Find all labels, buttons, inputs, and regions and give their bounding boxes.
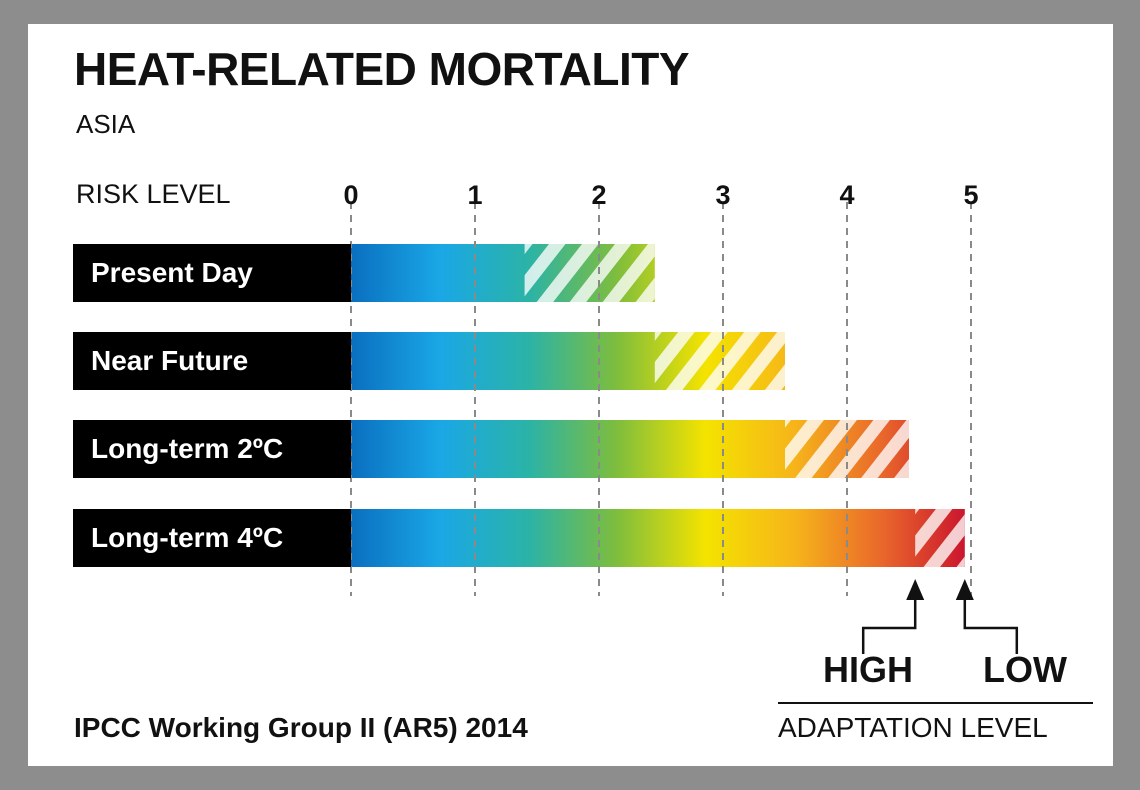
arrow-high-line [861,598,917,654]
x-axis-label: RISK LEVEL [76,179,231,209]
adaptation-hatch [915,509,965,567]
chart-title: HEAT-RELATED MORTALITY [74,43,690,95]
adaptation-low-label: LOW [983,649,1067,690]
row-label: Long-term 4ºC [73,509,351,567]
x-tick-label: 0 [343,180,358,210]
adaptation-hatch [524,244,655,302]
row-label: Present Day [73,244,351,302]
arrow-high-icon [906,579,925,600]
source-credit: IPCC Working Group II (AR5) 2014 [74,712,528,743]
adaptation-divider [778,702,1093,704]
x-tick-label: 5 [963,180,978,210]
risk-chart: 0 1 2 3 4 5 [343,180,1019,654]
x-tick-label: 1 [467,180,482,210]
adaptation-caption: ADAPTATION LEVEL [778,712,1048,743]
adaptation-hatch [654,332,785,390]
adaptation-high-label: HIGH [823,649,913,690]
row-label: Long-term 2ºC [73,420,351,478]
risk-bar [351,509,965,567]
chart-card: HEAT-RELATED MORTALITY ASIA RISK LEVEL 0… [28,24,1113,766]
x-tick-label: 3 [715,180,730,210]
x-tick-label: 2 [591,180,606,210]
arrow-low-line [963,598,1019,654]
row-label: Near Future [73,332,351,390]
arrow-low-icon [955,579,974,600]
x-tick-label: 4 [839,180,854,210]
chart-subtitle: ASIA [76,109,136,139]
